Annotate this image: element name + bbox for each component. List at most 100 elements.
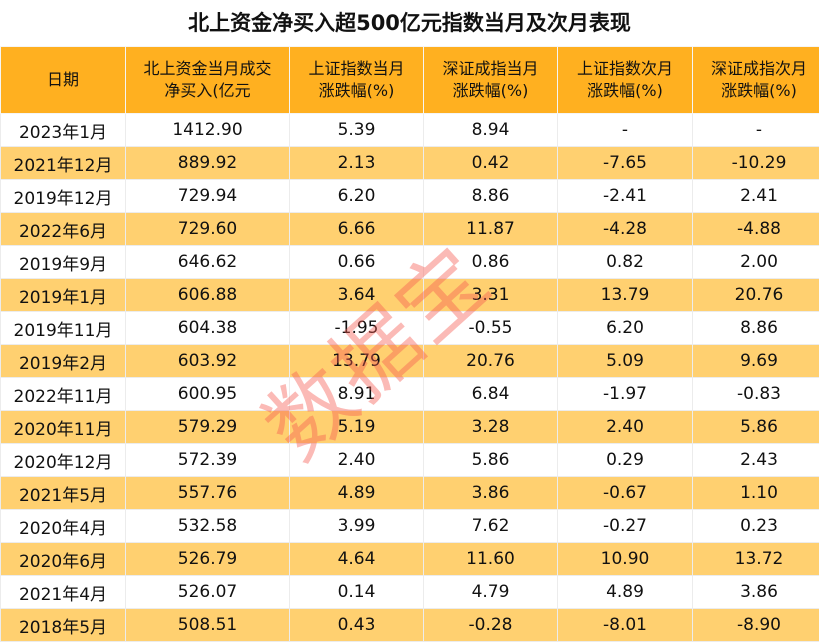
- table-cell: 3.86: [693, 576, 819, 609]
- table-cell: 2.41: [693, 180, 819, 213]
- table-cell: 8.86: [424, 180, 558, 213]
- table-cell: 646.62: [126, 246, 290, 279]
- table-cell: 11.60: [424, 543, 558, 576]
- table-cell: 13.79: [290, 345, 424, 378]
- table-cell: 606.88: [126, 279, 290, 312]
- table-cell: 2019年12月: [1, 180, 126, 213]
- table-title: 北上资金净买入超500亿元指数当月及次月表现: [0, 0, 819, 46]
- column-header-line: 深证成指当月: [424, 58, 557, 80]
- table-cell: 5.19: [290, 411, 424, 444]
- table-cell: 526.79: [126, 543, 290, 576]
- column-header: 深证成指当月涨跌幅(%): [424, 47, 558, 114]
- table-cell: -1.95: [290, 312, 424, 345]
- table-cell: 2020年4月: [1, 510, 126, 543]
- table-cell: 0.42: [424, 147, 558, 180]
- table-cell: 2022年11月: [1, 378, 126, 411]
- table-cell: 729.60: [126, 213, 290, 246]
- table-cell: 0.82: [558, 246, 693, 279]
- column-header-line: 涨跌幅(%): [290, 80, 423, 102]
- table-cell: 2.43: [693, 444, 819, 477]
- table-cell: 6.84: [424, 378, 558, 411]
- table-cell: 1412.90: [126, 114, 290, 147]
- table-cell: -1.97: [558, 378, 693, 411]
- table-cell: 0.43: [290, 609, 424, 642]
- column-header-line: 涨跌幅(%): [558, 80, 692, 102]
- column-header: 日期: [1, 47, 126, 114]
- table-cell: 0.23: [693, 510, 819, 543]
- table-cell: 2021年12月: [1, 147, 126, 180]
- table-cell: 557.76: [126, 477, 290, 510]
- table-cell: 10.90: [558, 543, 693, 576]
- table-cell: 4.89: [558, 576, 693, 609]
- table-cell: 20.76: [693, 279, 819, 312]
- table-cell: 2.13: [290, 147, 424, 180]
- table-cell: 2018年5月: [1, 609, 126, 642]
- table-cell: 5.86: [693, 411, 819, 444]
- table-cell: 1.10: [693, 477, 819, 510]
- table-cell: 2021年5月: [1, 477, 126, 510]
- table-cell: 600.95: [126, 378, 290, 411]
- column-header-line: 上证指数当月: [290, 58, 423, 80]
- table-cell: 2.40: [558, 411, 693, 444]
- table-cell: 3.86: [424, 477, 558, 510]
- table-cell: 5.09: [558, 345, 693, 378]
- table-cell: -4.88: [693, 213, 819, 246]
- table-cell: 603.92: [126, 345, 290, 378]
- table-cell: 508.51: [126, 609, 290, 642]
- table-cell: 4.64: [290, 543, 424, 576]
- table-cell: 5.86: [424, 444, 558, 477]
- table-cell: 2021年4月: [1, 576, 126, 609]
- table-cell: 2022年6月: [1, 213, 126, 246]
- table-cell: 2020年11月: [1, 411, 126, 444]
- table-cell: 2019年2月: [1, 345, 126, 378]
- table-cell: 13.72: [693, 543, 819, 576]
- table-cell: 729.94: [126, 180, 290, 213]
- table-cell: 6.20: [558, 312, 693, 345]
- table-cell: 2023年1月: [1, 114, 126, 147]
- table-cell: 8.86: [693, 312, 819, 345]
- table-cell: 11.87: [424, 213, 558, 246]
- table-cell: -8.90: [693, 609, 819, 642]
- table-cell: -0.67: [558, 477, 693, 510]
- table-cell: -: [558, 114, 693, 147]
- column-header-line: 上证指数次月: [558, 58, 692, 80]
- column-header: 深证成指次月涨跌幅(%): [693, 47, 819, 114]
- table-cell: -0.28: [424, 609, 558, 642]
- table-cell: 2.40: [290, 444, 424, 477]
- table-cell: -8.01: [558, 609, 693, 642]
- table-cell: -: [693, 114, 819, 147]
- table-cell: 0.29: [558, 444, 693, 477]
- column-header-line: 日期: [1, 69, 125, 91]
- table-cell: 572.39: [126, 444, 290, 477]
- column-header: 北上资金当月成交净买入(亿元: [126, 47, 290, 114]
- table-cell: 579.29: [126, 411, 290, 444]
- column-header-line: 涨跌幅(%): [424, 80, 557, 102]
- table-cell: 0.66: [290, 246, 424, 279]
- table-cell: 2019年1月: [1, 279, 126, 312]
- table-cell: 526.07: [126, 576, 290, 609]
- table-cell: 0.14: [290, 576, 424, 609]
- table-cell: 2019年9月: [1, 246, 126, 279]
- table-cell: 4.79: [424, 576, 558, 609]
- table-cell: 20.76: [424, 345, 558, 378]
- column-header: 上证指数次月涨跌幅(%): [558, 47, 693, 114]
- table-cell: -2.41: [558, 180, 693, 213]
- column-header-line: 涨跌幅(%): [693, 80, 819, 102]
- table-cell: 2019年11月: [1, 312, 126, 345]
- table-cell: -0.83: [693, 378, 819, 411]
- table-cell: -10.29: [693, 147, 819, 180]
- column-header: 上证指数当月涨跌幅(%): [290, 47, 424, 114]
- table-cell: 8.91: [290, 378, 424, 411]
- table-cell: -7.65: [558, 147, 693, 180]
